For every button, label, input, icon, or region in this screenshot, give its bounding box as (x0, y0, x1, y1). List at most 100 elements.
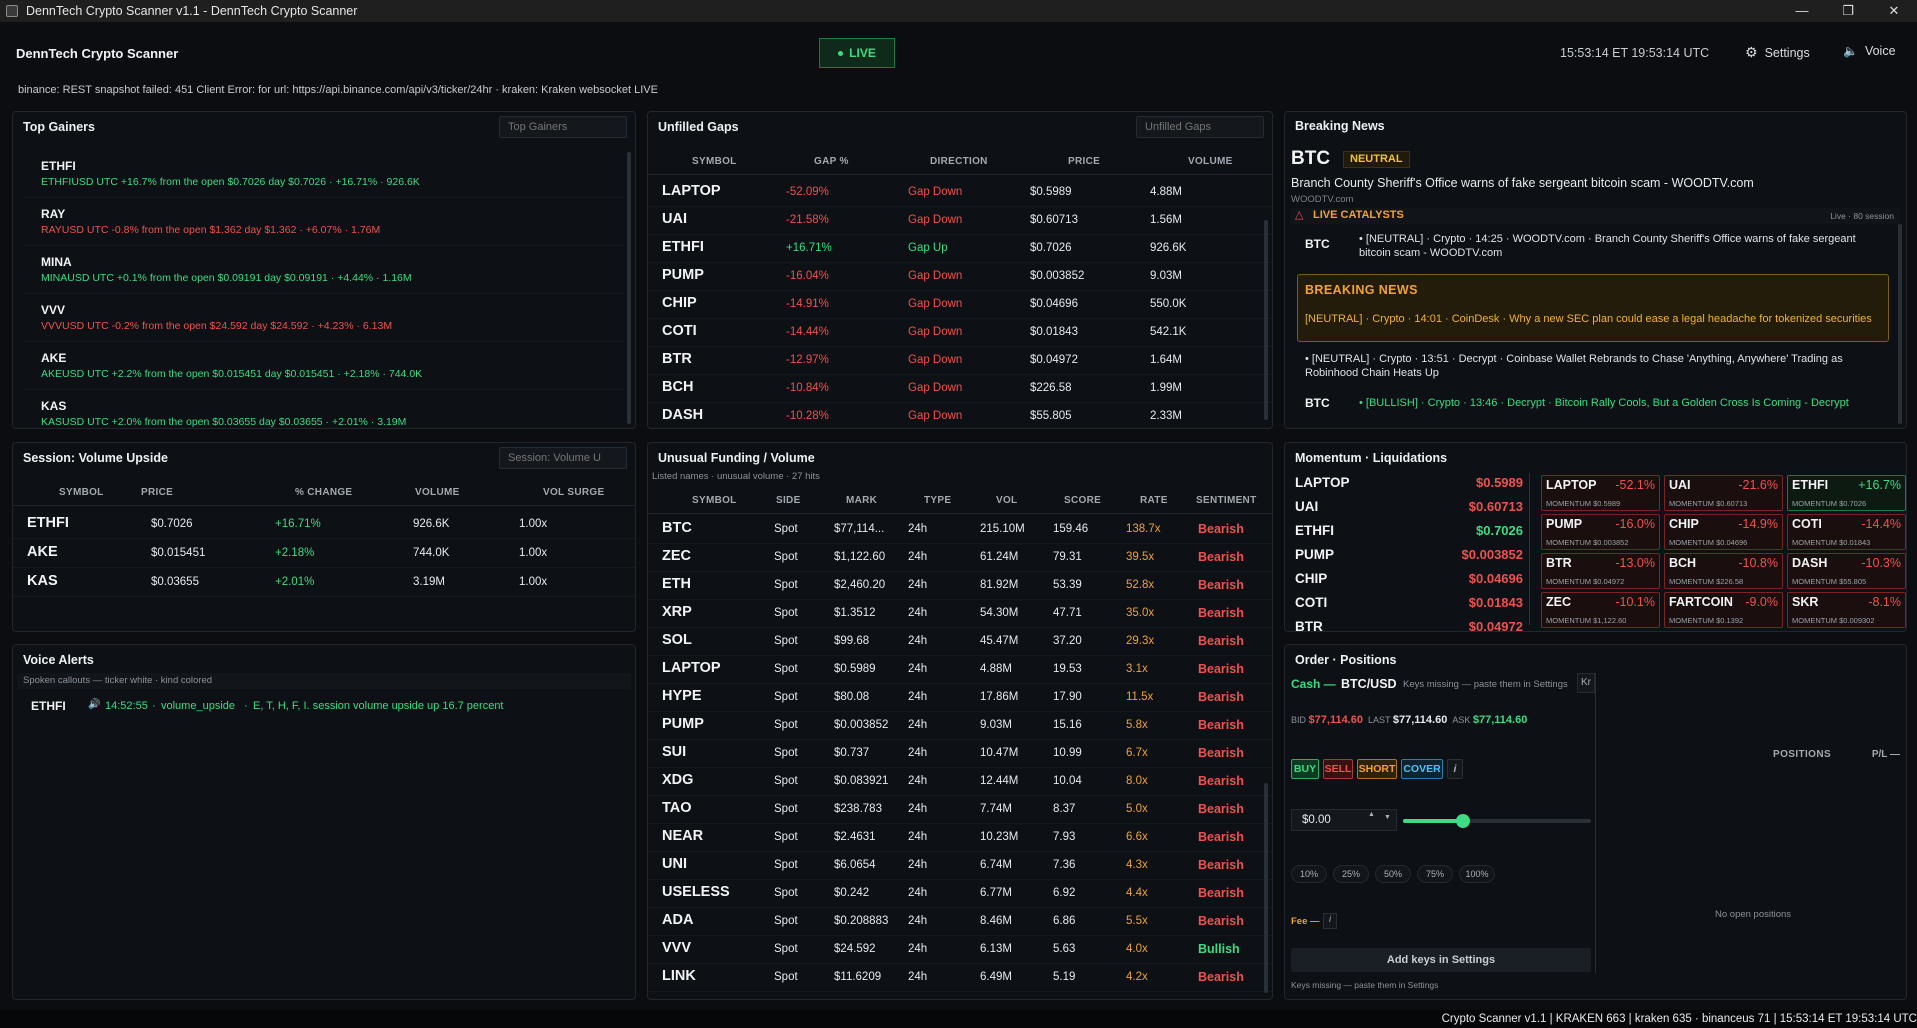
table-row[interactable]: DASH -10.28% Gap Down $55.805 2.33M (648, 403, 1272, 428)
table-row[interactable]: KAS $0.03655 +2.01% 3.19M 1.00x (13, 569, 635, 597)
column-header-price: PRICE (141, 487, 174, 498)
momentum-row[interactable]: COTI $0.01843 (1285, 591, 1525, 615)
table-row[interactable]: LAPTOP Spot $0.5989 24h 4.88M 19.53 3.1x Bearis… (648, 656, 1272, 684)
table-row[interactable]: NEAR Spot $2.4631 24h 10.23M 7.93 6.6x Bearish (648, 824, 1272, 852)
scrollbar[interactable] (627, 152, 631, 424)
gainer-item[interactable]: RAY RAYUSD UTC -0.8% from the open $1.362… (23, 198, 623, 246)
momentum-row[interactable]: ETHFI $0.7026 (1285, 519, 1525, 543)
momentum-tile[interactable]: CHIP -14.9% MOMENTUM $0.04696 (1664, 514, 1783, 550)
news-item[interactable]: BTC • [NEUTRAL] · Crypto · 14:25 · WOODT… (1291, 230, 1896, 266)
news-item[interactable]: BTC • [BULLISH] · Crypto · 13:46 · Decry… (1291, 394, 1896, 416)
table-row[interactable]: ZEC Spot $1,122.60 24h 61.24M 79.31 39.5x Beari… (648, 544, 1272, 572)
voice-alert-item[interactable]: ETHFI 🔊 14:52:55 volume_upside E, T, H, F, I… (13, 693, 635, 719)
exchange-select[interactable]: Kr (1577, 673, 1595, 693)
rate-cell: 29.3x (1126, 635, 1155, 647)
unfilled-gaps-filter[interactable] (1136, 116, 1264, 138)
close-icon[interactable]: ✕ (1888, 3, 1900, 18)
momentum-tile[interactable]: BCH -10.8% MOMENTUM $226.58 (1664, 553, 1783, 589)
symbol-cell: AKE (27, 544, 58, 560)
buy-button[interactable]: BUY (1291, 759, 1319, 779)
chevron-up-icon[interactable]: ▲ (1368, 811, 1375, 818)
momentum-tile[interactable]: UAI -21.6% MOMENTUM $0.60713 (1664, 475, 1783, 511)
settings-button[interactable]: ⚙ Settings (1745, 44, 1810, 61)
table-row[interactable]: CHIP -14.91% Gap Down $0.04696 550.0K (648, 291, 1272, 319)
table-row[interactable]: BCH -10.84% Gap Down $226.58 1.99M (648, 375, 1272, 403)
scrollbar[interactable] (1264, 220, 1268, 420)
info-button[interactable]: i (1447, 759, 1463, 779)
no-positions-text: No open positions (1715, 909, 1792, 920)
table-row[interactable]: VVV Spot $24.592 24h 6.13M 5.63 4.0x Bullish (648, 936, 1272, 964)
table-row[interactable]: TAO Spot $238.783 24h 7.74M 8.37 5.0x Bearish (648, 796, 1272, 824)
momentum-tile[interactable]: BTR -13.0% MOMENTUM $0.04972 (1541, 553, 1660, 589)
momentum-tile[interactable]: SKR -8.1% MOMENTUM $0.009302 (1787, 592, 1906, 628)
percent-chip-75[interactable]: 75% (1417, 865, 1453, 883)
table-row[interactable]: UNI Spot $6.0654 24h 6.74M 7.36 4.3x Bearish (648, 852, 1272, 880)
fee-info-icon[interactable]: i (1323, 913, 1337, 929)
table-row[interactable]: LINK Spot $11.6209 24h 6.49M 5.19 4.2x Bearish (648, 964, 1272, 992)
momentum-tile[interactable]: COTI -14.4% MOMENTUM $0.01843 (1787, 514, 1906, 550)
amount-slider[interactable] (1403, 814, 1591, 828)
table-row[interactable]: BTC Spot $77,114... 24h 215.10M 159.46 138.7x B… (648, 516, 1272, 544)
news-item[interactable]: • [NEUTRAL] · Crypto · 13:51 · Decrypt ·… (1291, 352, 1896, 386)
direction-cell: Gap Down (908, 410, 963, 422)
slider-handle[interactable] (1456, 814, 1471, 828)
scrollbar[interactable] (1898, 224, 1902, 424)
tile-symbol: BTR (1546, 556, 1572, 570)
gainer-item[interactable]: KAS KASUSD UTC +2.0% from the open $0.036… (23, 390, 623, 428)
breaking-news-box[interactable]: BREAKING NEWS [NEUTRAL] · Crypto · 14:01… (1297, 274, 1889, 342)
restore-icon[interactable]: ❐ (1842, 3, 1854, 18)
momentum-tile[interactable]: ZEC -10.1% MOMENTUM $1,122.60 (1541, 592, 1660, 628)
momentum-tile[interactable]: PUMP -16.0% MOMENTUM $0.003852 (1541, 514, 1660, 550)
gainer-item[interactable]: VVV VVVUSD UTC -0.2% from the open $24.59… (23, 294, 623, 342)
momentum-row[interactable]: BTR $0.04972 (1285, 615, 1525, 631)
table-row[interactable]: SOL Spot $99.68 24h 45.47M 37.20 29.3x Bearish (648, 628, 1272, 656)
gainer-item[interactable]: AKE AKEUSD UTC +2.2% from the open $0.015… (23, 342, 623, 390)
table-row[interactable]: SUI Spot $0.737 24h 10.47M 10.99 6.7x Bearish (648, 740, 1272, 768)
table-row[interactable]: LAPTOP -52.09% Gap Down $0.5989 4.88M (648, 179, 1272, 207)
momentum-tile[interactable]: DASH -10.3% MOMENTUM $55.805 (1787, 553, 1906, 589)
percent-chip-50[interactable]: 50% (1375, 865, 1411, 883)
sell-button[interactable]: SELL (1323, 759, 1353, 779)
momentum-row[interactable]: LAPTOP $0.5989 (1285, 471, 1525, 495)
top-gainers-filter[interactable] (499, 116, 627, 138)
table-row[interactable]: COTI -14.44% Gap Down $0.01843 542.1K (648, 319, 1272, 347)
table-row[interactable]: XDG Spot $0.083921 24h 12.44M 10.04 8.0x Bearis… (648, 768, 1272, 796)
table-row[interactable]: PUMP -16.04% Gap Down $0.003852 9.03M (648, 263, 1272, 291)
percent-chip-100[interactable]: 100% (1459, 865, 1495, 883)
amount-input[interactable]: $0.00 ▲ ▼ (1291, 809, 1397, 831)
table-row[interactable]: ETH Spot $2,460.20 24h 81.92M 53.39 52.8x Beari… (648, 572, 1272, 600)
minimize-icon[interactable]: — (1795, 3, 1809, 18)
momentum-row[interactable]: PUMP $0.003852 (1285, 543, 1525, 567)
momentum-tile[interactable]: ETHFI +16.7% MOMENTUM $0.7026 (1787, 475, 1906, 511)
momentum-row[interactable]: CHIP $0.04696 (1285, 567, 1525, 591)
add-keys-button[interactable]: Add keys in Settings (1291, 948, 1591, 972)
table-row[interactable]: UAI -21.58% Gap Down $0.60713 1.56M (648, 207, 1272, 235)
gainer-item[interactable]: MINA MINAUSD UTC +0.1% from the open $0.0… (23, 246, 623, 294)
table-row[interactable]: BTR -12.97% Gap Down $0.04972 1.64M (648, 347, 1272, 375)
table-row[interactable]: ETHFI $0.7026 +16.71% 926.6K 1.00x (13, 511, 635, 539)
table-row[interactable]: USELESS Spot $0.242 24h 6.77M 6.92 4.4x Bearish (648, 880, 1272, 908)
table-row[interactable]: AKE $0.015451 +2.18% 744.0K 1.00x (13, 540, 635, 568)
panel-title: Session: Volume Upside (23, 451, 168, 465)
momentum-row[interactable]: UAI $0.60713 (1285, 495, 1525, 519)
fire-icon: △ (1295, 209, 1304, 221)
short-button[interactable]: SHORT (1357, 759, 1397, 779)
side-cell: Spot (774, 915, 798, 927)
table-row[interactable]: XRP Spot $1.3512 24h 54.30M 47.71 35.0x Bearish (648, 600, 1272, 628)
gainer-item[interactable]: ETHFI ETHFIUSD UTC +16.7% from the open $… (23, 150, 623, 198)
voice-button[interactable]: 🔈 Voice (1843, 44, 1896, 58)
percent-chip-25[interactable]: 25% (1333, 865, 1369, 883)
table-row[interactable]: HYPE Spot $80.08 24h 17.86M 17.90 11.5x Bearish (648, 684, 1272, 712)
table-row[interactable]: PUMP Spot $0.003852 24h 9.03M 15.16 5.8x Bearis… (648, 712, 1272, 740)
momentum-tile[interactable]: FARTCOIN -9.0% MOMENTUM $0.1392 (1664, 592, 1783, 628)
table-row[interactable]: ADA Spot $0.208883 24h 8.46M 6.86 5.5x Bearish (648, 908, 1272, 936)
cover-button[interactable]: COVER (1401, 759, 1443, 779)
momentum-tile[interactable]: LAPTOP -52.1% MOMENTUM $0.5989 (1541, 475, 1660, 511)
table-row[interactable]: ETHFI +16.71% Gap Up $0.7026 926.6K (648, 235, 1272, 263)
scrollbar[interactable] (1264, 783, 1268, 993)
session-volume-filter[interactable] (499, 447, 627, 469)
chevron-down-icon[interactable]: ▼ (1384, 814, 1391, 821)
percent-chip-10[interactable]: 10% (1291, 865, 1327, 883)
news-headline[interactable]: Branch County Sheriff's Office warns of … (1291, 176, 1754, 190)
trading-pair[interactable]: BTC/USD (1341, 677, 1397, 691)
